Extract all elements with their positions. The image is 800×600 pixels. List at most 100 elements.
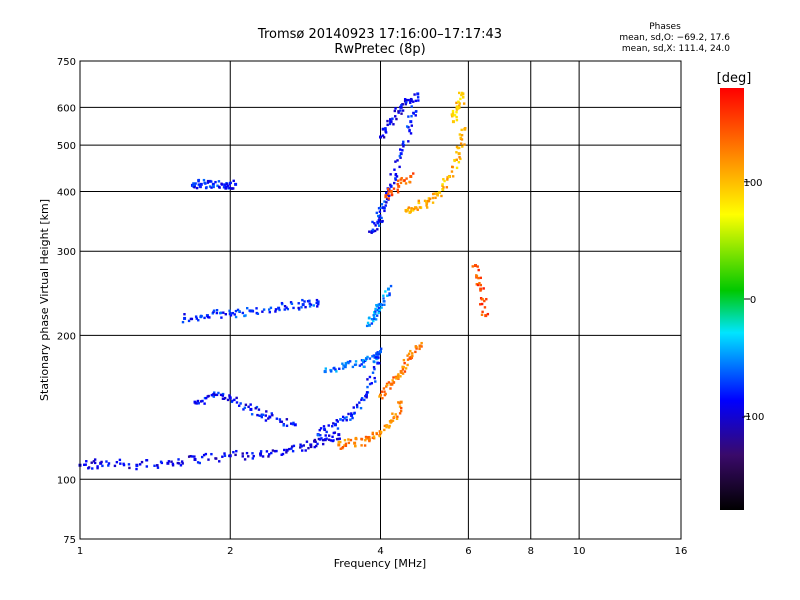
data-point	[431, 196, 435, 200]
data-point	[479, 287, 483, 291]
data-point	[228, 181, 232, 185]
data-point	[405, 125, 409, 128]
data-point	[280, 301, 284, 305]
data-point	[453, 114, 457, 117]
data-point	[249, 403, 252, 406]
data-point	[415, 347, 418, 350]
data-point	[455, 151, 458, 154]
data-point	[226, 398, 230, 402]
data-point	[374, 318, 378, 321]
data-point	[375, 352, 378, 355]
data-point	[145, 465, 149, 468]
data-point	[285, 448, 289, 452]
data-point	[363, 444, 367, 447]
data-point	[217, 391, 220, 395]
data-point	[476, 265, 479, 268]
plot-frame	[79, 60, 682, 540]
data-point	[377, 224, 381, 227]
data-point	[212, 392, 215, 396]
data-point	[409, 101, 412, 104]
data-point	[211, 312, 214, 315]
data-point	[455, 145, 459, 149]
data-point	[365, 396, 368, 399]
data-point	[380, 390, 384, 393]
data-point	[395, 117, 398, 121]
data-point	[378, 434, 382, 438]
data-point	[292, 306, 295, 310]
data-point	[354, 360, 358, 363]
data-point	[280, 420, 284, 423]
colorbar: [deg] 100 0 -100	[717, 71, 764, 510]
data-point	[365, 393, 369, 397]
data-point	[167, 460, 171, 463]
data-point	[354, 436, 358, 440]
data-point	[313, 438, 317, 442]
data-point	[298, 308, 301, 311]
data-point	[399, 375, 402, 378]
data-point	[397, 184, 401, 188]
data-point	[303, 300, 306, 303]
data-point	[189, 317, 193, 321]
data-point	[401, 149, 404, 152]
data-point	[242, 408, 245, 411]
data-point	[463, 143, 466, 146]
data-point	[231, 399, 234, 403]
data-point	[381, 127, 385, 131]
data-point	[91, 467, 94, 470]
data-point	[425, 206, 429, 209]
data-point	[480, 302, 484, 306]
data-point	[388, 293, 391, 297]
data-point	[285, 451, 288, 454]
data-point	[368, 230, 371, 233]
data-point	[285, 306, 288, 309]
data-point	[408, 180, 411, 184]
data-point	[201, 399, 204, 403]
data-point	[194, 402, 197, 405]
data-point	[370, 229, 374, 233]
data-point	[197, 178, 201, 182]
data-point	[260, 415, 264, 419]
data-point	[208, 185, 212, 188]
data-point	[386, 383, 389, 387]
data-point	[187, 455, 191, 458]
data-point	[368, 375, 372, 379]
data-point	[338, 437, 341, 440]
data-point	[308, 305, 312, 308]
data-point	[187, 319, 191, 323]
data-point	[479, 276, 482, 280]
data-point	[389, 387, 392, 390]
data-point	[337, 440, 340, 444]
data-point	[335, 437, 339, 441]
data-point	[205, 314, 209, 318]
data-point	[234, 309, 238, 313]
data-point	[400, 176, 403, 180]
data-point	[193, 184, 196, 187]
data-point	[417, 99, 420, 102]
data-point	[309, 303, 313, 306]
data-point	[377, 306, 381, 310]
data-point	[406, 98, 410, 102]
data-point	[381, 397, 384, 400]
data-point	[379, 206, 382, 210]
data-point	[341, 445, 345, 449]
data-point	[215, 311, 219, 315]
data-point	[191, 455, 194, 458]
data-point	[391, 419, 395, 422]
data-point	[362, 365, 366, 368]
data-point	[378, 216, 381, 219]
data-point	[313, 445, 316, 449]
data-point	[445, 186, 449, 189]
data-point	[377, 207, 381, 210]
data-point	[189, 454, 192, 458]
data-point	[343, 438, 347, 442]
data-point	[459, 157, 462, 161]
data-point	[391, 412, 394, 415]
data-point	[406, 358, 410, 361]
data-point	[291, 422, 295, 426]
data-point	[376, 220, 380, 224]
data-point	[255, 307, 258, 310]
data-point	[232, 179, 235, 183]
data-point	[372, 314, 375, 317]
data-point	[415, 207, 418, 210]
data-point	[396, 159, 399, 162]
